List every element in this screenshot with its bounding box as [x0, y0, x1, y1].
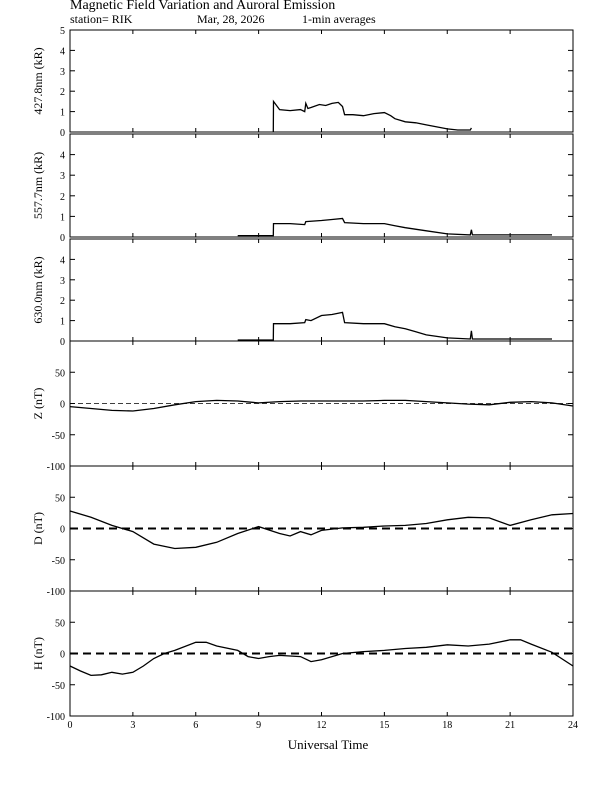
x-tick-label: 21	[505, 720, 515, 731]
y-axis-title: H (nT)	[31, 637, 45, 670]
y-tick-label: 1	[60, 212, 65, 223]
y-tick-label: 3	[60, 171, 65, 182]
y-axis-title: 427.8nm (kR)	[31, 47, 45, 114]
station-label: station= RIK	[70, 12, 133, 26]
y-tick-label: 4	[60, 151, 65, 162]
averaging-label: 1-min averages	[302, 12, 376, 26]
y-tick-label: -50	[52, 681, 65, 692]
x-tick-label: 3	[130, 720, 135, 731]
figure-title: Magnetic Field Variation and Auroral Emi…	[70, 0, 335, 13]
y-tick-label: -100	[47, 587, 65, 598]
panel-p5577: 0 1 2 3 4 557.7nm (kR)	[31, 133, 574, 244]
panel-pD: -100 -50 0 50 D (nT)	[31, 465, 574, 598]
y-tick-label: 0	[60, 128, 65, 139]
panel-frame	[69, 238, 574, 342]
y-tick-label: 2	[60, 87, 65, 98]
panel-pZ: -100 -50 0 50 Z (nT)	[31, 340, 574, 473]
y-tick-label: 0	[60, 525, 65, 536]
series-line-427.8nm	[272, 99, 472, 133]
y-tick-label: 50	[55, 368, 65, 379]
panel-pH: -100 -50 0 50 H (nT)	[31, 590, 574, 723]
y-tick-label: -100	[47, 462, 65, 473]
series-line-630.0nm	[237, 311, 552, 341]
y-tick-label: 2	[60, 192, 65, 203]
y-tick-label: 4	[60, 46, 65, 57]
series-line-557.7nm	[237, 217, 552, 237]
y-tick-label: -50	[52, 431, 65, 442]
y-tick-label: 3	[60, 276, 65, 287]
panel-frame	[69, 29, 574, 133]
y-tick-label: 1	[60, 317, 65, 328]
x-tick-label: 18	[442, 720, 452, 731]
y-tick-label: 50	[55, 493, 65, 504]
y-tick-label: -100	[47, 712, 65, 723]
y-tick-label: 0	[60, 233, 65, 244]
date-label: Mar, 28, 2026	[197, 12, 265, 26]
y-tick-label: 4	[60, 255, 65, 266]
series-line-H	[69, 639, 574, 677]
y-tick-label: 5	[60, 26, 65, 37]
x-tick-label: 9	[256, 720, 261, 731]
y-tick-label: 0	[60, 650, 65, 661]
x-tick-label: 0	[68, 720, 73, 731]
y-tick-label: 0	[60, 337, 65, 348]
x-tick-label: 6	[193, 720, 198, 731]
y-tick-label: 2	[60, 296, 65, 307]
x-axis-title: Universal Time	[288, 737, 369, 752]
series-line-Z	[69, 399, 574, 412]
panel-frame	[69, 133, 574, 238]
x-tick-label: 15	[379, 720, 389, 731]
series-line-D	[69, 510, 574, 550]
y-tick-label: 1	[60, 108, 65, 119]
y-tick-label: 3	[60, 67, 65, 78]
x-tick-label: 24	[568, 720, 578, 731]
y-axis-title: 630.0nm (kR)	[31, 256, 45, 323]
x-tick-label: 12	[317, 720, 327, 731]
y-tick-label: 0	[60, 400, 65, 411]
y-axis-title: D (nT)	[31, 512, 45, 545]
y-axis-title: 557.7nm (kR)	[31, 152, 45, 219]
y-axis-title: Z (nT)	[31, 388, 45, 420]
panel-p4278: 0 1 2 3 4 5 427.8nm (kR)	[31, 26, 574, 139]
y-tick-label: -50	[52, 556, 65, 567]
y-tick-label: 50	[55, 618, 65, 629]
panel-p6300: 0 1 2 3 4 630.0nm (kR)	[31, 238, 574, 348]
